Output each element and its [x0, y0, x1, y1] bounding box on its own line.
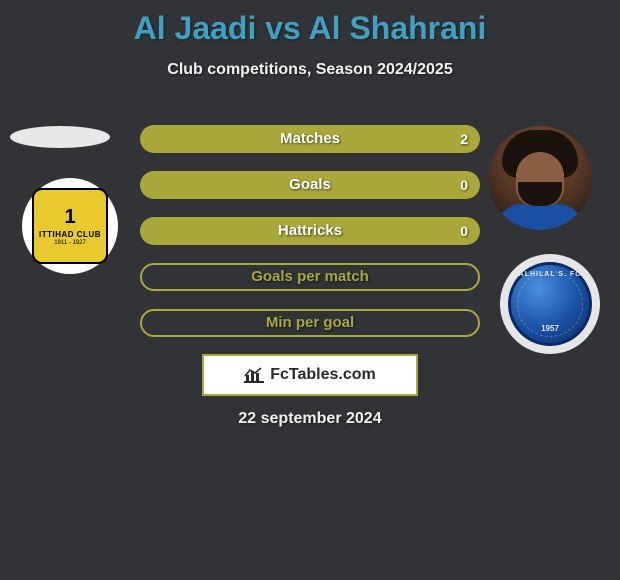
stat-row: Matches2 [140, 125, 480, 153]
stat-value-right: 0 [460, 171, 468, 199]
stat-label: Goals [140, 171, 480, 199]
date-stamp: 22 september 2024 [0, 410, 620, 428]
comparison-subtitle: Club competitions, Season 2024/2025 [0, 61, 620, 79]
stat-value-right: 0 [460, 217, 468, 245]
player-right-avatar [488, 126, 592, 230]
club-right-badge: ALHILAL S. FC 1957 [500, 254, 600, 354]
branding-box: FcTables.com [202, 354, 418, 396]
stats-container: Matches2Goals0Hattricks0Goals per matchM… [140, 125, 480, 355]
club-left-badge-inner: 1 ITTIHAD CLUB 1911 - 1927 [32, 188, 108, 264]
club-right-year: 1957 [511, 324, 589, 333]
stat-row: Hattricks0 [140, 217, 480, 245]
club-right-badge-inner: ALHILAL S. FC 1957 [508, 262, 592, 346]
avatar-right-shirt [496, 204, 584, 230]
club-left-badge: 1 ITTIHAD CLUB 1911 - 1927 [22, 178, 118, 274]
club-left-number: 1 [64, 207, 75, 227]
club-left-name: ITTIHAD CLUB [39, 230, 101, 239]
stat-label: Min per goal [140, 309, 480, 337]
comparison-title: Al Jaadi vs Al Shahrani [0, 0, 620, 47]
club-right-name: ALHILAL S. FC [511, 271, 589, 278]
stat-row: Goals per match [140, 263, 480, 291]
club-left-years: 1911 - 1927 [54, 240, 86, 246]
stat-row: Min per goal [140, 309, 480, 337]
stat-label: Goals per match [140, 263, 480, 291]
stat-value-right: 2 [460, 125, 468, 153]
branding-label: FcTables.com [270, 366, 376, 384]
stat-row: Goals0 [140, 171, 480, 199]
stat-label: Matches [140, 125, 480, 153]
stat-label: Hattricks [140, 217, 480, 245]
player-left-avatar [10, 126, 110, 148]
chart-icon [244, 367, 264, 383]
